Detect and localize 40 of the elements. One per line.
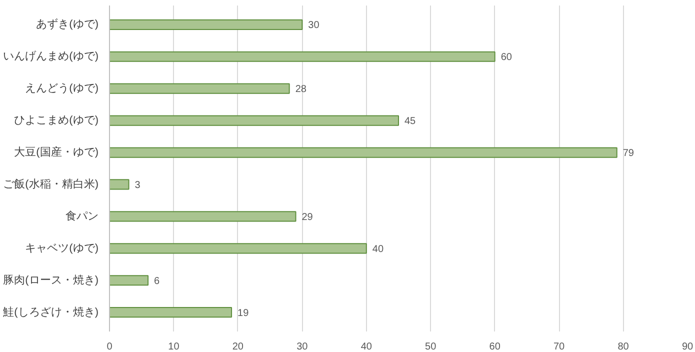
- data-label: 79: [622, 148, 634, 160]
- x-tick-label: 40: [360, 342, 372, 352]
- y-tick-label: ご飯(水稲・精白米): [3, 177, 98, 190]
- bar: [110, 115, 399, 126]
- x-tick-label: 20: [232, 342, 244, 352]
- x-tick-label: 30: [296, 342, 308, 352]
- y-tick-label: 豚肉(ロース・焼き): [3, 274, 98, 286]
- y-tick-label: 鮭(しろざけ・焼き): [3, 305, 98, 318]
- data-label: 30: [308, 20, 320, 32]
- data-label: 40: [372, 244, 384, 255]
- data-label: 60: [500, 52, 512, 64]
- x-tick-label: 90: [682, 342, 694, 352]
- y-tick-label: 食パン: [66, 210, 98, 222]
- x-tick-label: 0: [106, 342, 113, 352]
- bar: [110, 51, 496, 62]
- bar: [110, 83, 290, 94]
- data-label: 19: [238, 308, 250, 319]
- y-tick-label: えんどう(ゆで): [25, 82, 98, 95]
- x-tick-label: 70: [553, 342, 566, 352]
- data-label: 29: [302, 212, 314, 223]
- bar: [110, 211, 296, 222]
- y-tick-label: 大豆(国産・ゆで): [14, 146, 98, 159]
- x-tick-label: 50: [425, 342, 437, 352]
- y-tick-label: あずき(ゆで): [36, 18, 98, 31]
- y-tick-label: キャベツ(ゆで): [25, 242, 98, 254]
- data-label: 6: [154, 276, 160, 287]
- x-tick-label: 10: [168, 342, 180, 352]
- bar: [110, 147, 618, 158]
- data-label: 45: [404, 116, 416, 128]
- y-tick-label: いんげんまめ(ゆで): [3, 50, 98, 63]
- data-label: 3: [134, 180, 141, 191]
- bar: [110, 275, 149, 286]
- bar: [110, 179, 130, 190]
- x-tick-label: 80: [618, 342, 630, 352]
- y-tick-label: ひよこまめ(ゆで): [14, 114, 98, 127]
- x-tick-label: 60: [489, 342, 501, 352]
- bar: [110, 307, 232, 318]
- data-label: 28: [295, 84, 307, 96]
- bar: [110, 19, 303, 30]
- bar: [110, 243, 367, 254]
